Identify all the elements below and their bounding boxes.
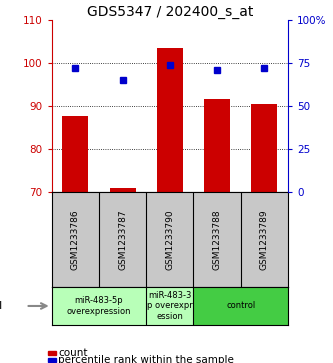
Bar [251,103,277,192]
Text: GSM1233789: GSM1233789 [260,209,269,270]
Title: GDS5347 / 202400_s_at: GDS5347 / 202400_s_at [87,5,253,19]
Bar [110,188,136,192]
Text: miR-483-3
p overexpr
ession: miR-483-3 p overexpr ession [147,291,193,321]
Text: percentile rank within the sample: percentile rank within the sample [58,355,234,363]
Bar [157,48,183,192]
Bar [193,287,288,325]
Bar [62,117,88,192]
Text: count: count [58,348,88,358]
Text: miR-483-5p
overexpression: miR-483-5p overexpression [67,296,131,316]
Text: GSM1233790: GSM1233790 [165,209,174,270]
Bar [52,287,146,325]
Text: control: control [226,302,255,310]
Text: GSM1233787: GSM1233787 [118,209,127,270]
Bar [146,287,193,325]
Bar [204,99,230,192]
Text: GSM1233786: GSM1233786 [71,209,80,270]
Text: GSM1233788: GSM1233788 [212,209,222,270]
Text: protocol: protocol [0,301,2,311]
